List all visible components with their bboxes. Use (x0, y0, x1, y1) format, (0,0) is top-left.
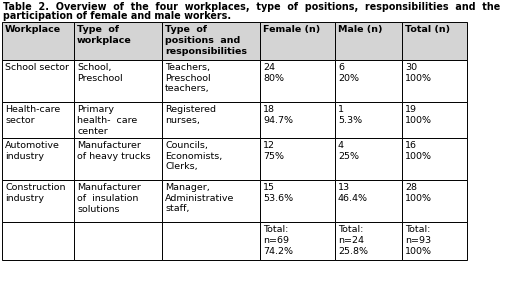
Bar (74, 180, 162, 222)
Text: Total:
n=24
25.8%: Total: n=24 25.8% (338, 225, 368, 256)
Text: 18
94.7%: 18 94.7% (263, 105, 293, 125)
Bar (260, 138, 335, 180)
Text: 24
80%: 24 80% (263, 63, 284, 83)
Text: Workplace: Workplace (5, 25, 61, 34)
Bar (74, 222, 162, 260)
Bar (402, 138, 467, 180)
Text: Teachers,
Preschool
teachers,: Teachers, Preschool teachers, (165, 63, 210, 94)
Bar (260, 102, 335, 138)
Bar (2, 22, 74, 60)
Bar (402, 102, 467, 138)
Bar (162, 60, 260, 102)
Bar (335, 138, 402, 180)
Text: 19
100%: 19 100% (405, 105, 432, 125)
Text: 1
5.3%: 1 5.3% (338, 105, 362, 125)
Bar (2, 222, 74, 260)
Text: Manufacturer
of heavy trucks: Manufacturer of heavy trucks (77, 141, 150, 161)
Bar (74, 102, 162, 138)
Bar (260, 60, 335, 102)
Text: 4
25%: 4 25% (338, 141, 359, 161)
Text: 13
46.4%: 13 46.4% (338, 183, 368, 203)
Bar (402, 222, 467, 260)
Text: Manager,
Administrative
staff,: Manager, Administrative staff, (165, 183, 234, 213)
Bar (74, 60, 162, 102)
Text: Total (n): Total (n) (405, 25, 450, 34)
Text: Registered
nurses,: Registered nurses, (165, 105, 216, 125)
Bar (260, 180, 335, 222)
Text: Total:
n=69
74.2%: Total: n=69 74.2% (263, 225, 293, 256)
Bar (335, 22, 402, 60)
Text: Table  2.  Overview  of  the  four  workplaces,  type  of  positions,  responsib: Table 2. Overview of the four workplaces… (3, 2, 500, 12)
Text: 30
100%: 30 100% (405, 63, 432, 83)
Text: Primary
health-  care
center: Primary health- care center (77, 105, 137, 135)
Bar (2, 138, 74, 180)
Text: Councils,
Economists,
Clerks,: Councils, Economists, Clerks, (165, 141, 222, 172)
Bar (74, 22, 162, 60)
Text: Health-care
sector: Health-care sector (5, 105, 60, 125)
Text: School,
Preschool: School, Preschool (77, 63, 123, 83)
Bar (260, 222, 335, 260)
Bar (162, 102, 260, 138)
Bar (335, 222, 402, 260)
Bar (2, 60, 74, 102)
Text: Type  of
positions  and
responsibilities: Type of positions and responsibilities (165, 25, 247, 56)
Text: 6
20%: 6 20% (338, 63, 359, 83)
Bar (162, 222, 260, 260)
Text: 12
75%: 12 75% (263, 141, 284, 161)
Bar (2, 102, 74, 138)
Text: participation of female and male workers.: participation of female and male workers… (3, 11, 231, 21)
Text: Manufacturer
of  insulation
solutions: Manufacturer of insulation solutions (77, 183, 141, 213)
Text: Female (n): Female (n) (263, 25, 320, 34)
Bar (402, 22, 467, 60)
Text: 28
100%: 28 100% (405, 183, 432, 203)
Bar (74, 138, 162, 180)
Bar (162, 22, 260, 60)
Text: School sector: School sector (5, 63, 69, 72)
Text: 16
100%: 16 100% (405, 141, 432, 161)
Bar (2, 180, 74, 222)
Bar (335, 60, 402, 102)
Bar (260, 22, 335, 60)
Text: Construction
industry: Construction industry (5, 183, 66, 203)
Bar (162, 180, 260, 222)
Text: Total:
n=93
100%: Total: n=93 100% (405, 225, 432, 256)
Text: Automotive
industry: Automotive industry (5, 141, 60, 161)
Bar (162, 138, 260, 180)
Bar (402, 180, 467, 222)
Text: 15
53.6%: 15 53.6% (263, 183, 293, 203)
Bar (335, 180, 402, 222)
Bar (402, 60, 467, 102)
Text: Male (n): Male (n) (338, 25, 383, 34)
Bar (335, 102, 402, 138)
Text: Type  of
workplace: Type of workplace (77, 25, 132, 45)
